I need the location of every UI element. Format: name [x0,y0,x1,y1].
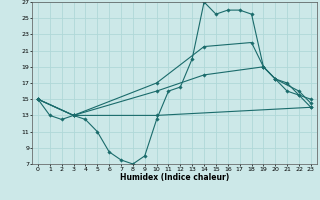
X-axis label: Humidex (Indice chaleur): Humidex (Indice chaleur) [120,173,229,182]
